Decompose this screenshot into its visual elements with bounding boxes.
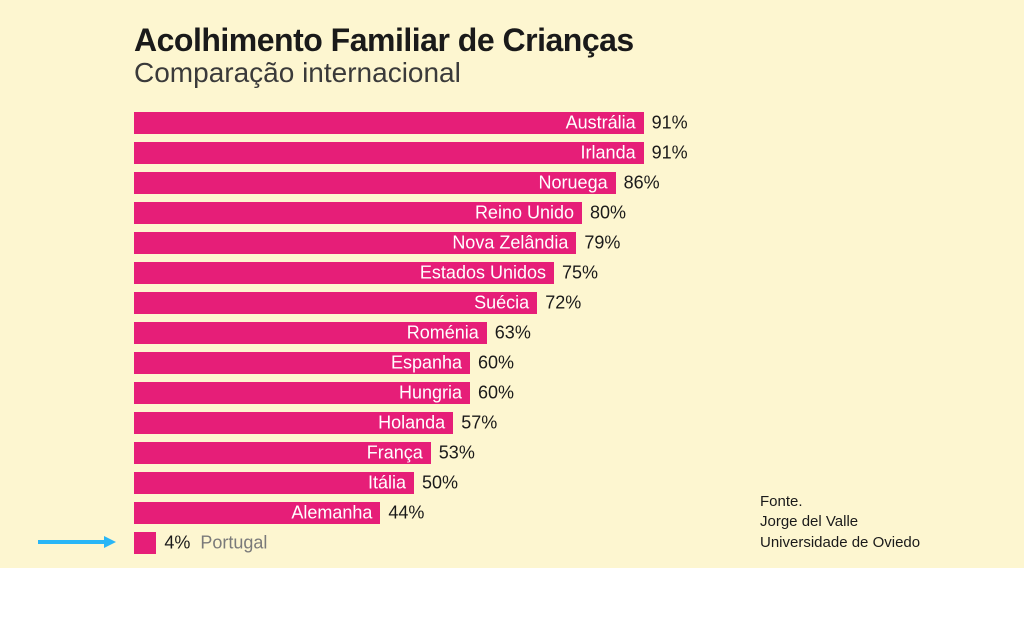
bar-value-label: 4% <box>164 533 190 554</box>
bar-value-label: 75% <box>562 263 598 284</box>
bar-row: Austrália 91% <box>134 110 754 136</box>
bar-row: Hungria 60% <box>134 380 754 406</box>
source-line: Fonte. <box>760 492 920 512</box>
source-line: Jorge del Valle <box>760 512 920 532</box>
bar-country-label: Austrália <box>566 113 636 134</box>
bar-country-label: Suécia <box>474 293 529 314</box>
bar-value-label: 57% <box>461 413 497 434</box>
bar-row: Irlanda 91% <box>134 140 754 166</box>
bar <box>134 142 644 164</box>
chart-canvas: Acolhimento Familiar de Crianças Compara… <box>0 0 1024 568</box>
bar-country-label: Roménia <box>407 323 479 344</box>
bar-row-highlight: 4% Portugal <box>134 530 754 556</box>
bar-row: França 53% <box>134 440 754 466</box>
bar-chart: Austrália 91% Irlanda 91% Noruega 86% Reino Un… <box>134 110 754 560</box>
bar-country-label: Portugal <box>200 533 267 554</box>
source-citation: Fonte. Jorge del Valle Universidade de O… <box>760 492 920 553</box>
bar-row: Suécia 72% <box>134 290 754 316</box>
bar-value-label: 72% <box>545 293 581 314</box>
bar-country-label: Estados Unidos <box>420 263 546 284</box>
bar-row: Roménia 63% <box>134 320 754 346</box>
highlight-arrow-icon <box>38 536 116 548</box>
bar-country-label: Alemanha <box>291 503 372 524</box>
bar-row: Itália 50% <box>134 470 754 496</box>
bar-value-label: 44% <box>388 503 424 524</box>
bar-value-label: 63% <box>495 323 531 344</box>
bar-row: Noruega 86% <box>134 170 754 196</box>
title-block: Acolhimento Familiar de Crianças Compara… <box>134 22 634 89</box>
bar-country-label: Espanha <box>391 353 462 374</box>
bar-row: Espanha 60% <box>134 350 754 376</box>
bar-row: Reino Unido 80% <box>134 200 754 226</box>
chart-title: Acolhimento Familiar de Crianças <box>134 22 634 59</box>
bar-value-label: 60% <box>478 383 514 404</box>
bar-value-label: 91% <box>652 113 688 134</box>
bar-country-label: Reino Unido <box>475 203 574 224</box>
bar-country-label: Irlanda <box>581 143 636 164</box>
bar <box>134 532 156 554</box>
bar-value-label: 80% <box>590 203 626 224</box>
bar-row: Holanda 57% <box>134 410 754 436</box>
bar-country-label: Hungria <box>399 383 462 404</box>
bar-country-label: Nova Zelândia <box>452 233 568 254</box>
bar-value-label: 79% <box>584 233 620 254</box>
bar-value-label: 53% <box>439 443 475 464</box>
bar-row: Nova Zelândia 79% <box>134 230 754 256</box>
bar-country-label: França <box>367 443 423 464</box>
bar-value-label: 60% <box>478 353 514 374</box>
bar-row: Estados Unidos 75% <box>134 260 754 286</box>
bar-row: Alemanha 44% <box>134 500 754 526</box>
bar-country-label: Holanda <box>378 413 445 434</box>
bar-value-label: 50% <box>422 473 458 494</box>
bar-country-label: Noruega <box>539 173 608 194</box>
chart-subtitle: Comparação internacional <box>134 57 634 89</box>
bar-country-label: Itália <box>368 473 406 494</box>
source-line: Universidade de Oviedo <box>760 533 920 553</box>
bar-value-label: 86% <box>624 173 660 194</box>
bar-value-label: 91% <box>652 143 688 164</box>
